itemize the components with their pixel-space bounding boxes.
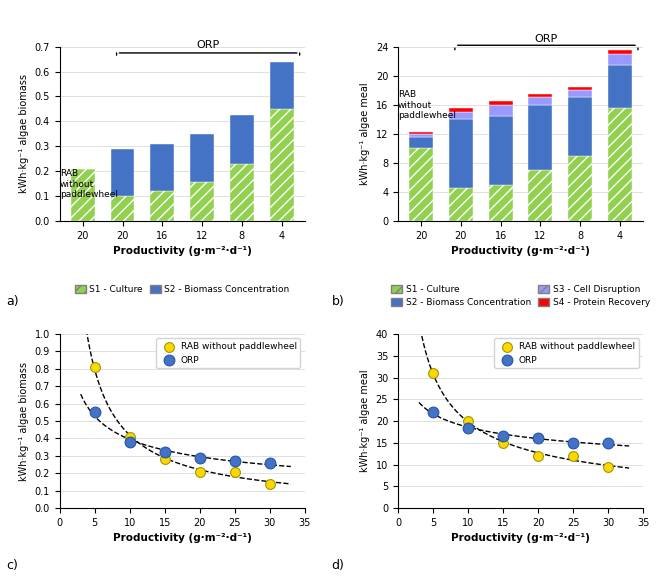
Point [568,438,578,447]
Bar [489,116,512,185]
Bar [608,65,632,109]
Point [229,467,240,476]
Bar [270,62,294,109]
Bar [409,134,433,137]
Bar [449,119,473,188]
Bar [528,98,552,105]
Text: RAB
without
paddlewheel: RAB without paddlewheel [398,91,456,120]
Bar [568,98,592,155]
Point [265,458,275,467]
Bar [230,164,254,221]
Bar [489,101,512,105]
Bar [270,109,294,221]
X-axis label: Productivity (g·m⁻²·d⁻¹): Productivity (g·m⁻²·d⁻¹) [451,533,590,543]
Bar [190,182,214,221]
Point [463,423,473,432]
Text: a): a) [7,295,19,308]
Text: d): d) [332,559,344,572]
Point [229,457,240,466]
Point [194,453,205,463]
Text: ORP: ORP [196,40,219,50]
Bar [528,105,552,170]
Point [463,416,473,426]
Bar [449,112,473,119]
X-axis label: Productivity (g·m⁻²·d⁻¹): Productivity (g·m⁻²·d⁻¹) [113,246,252,256]
Point [159,455,170,464]
Point [194,467,205,476]
Bar [489,185,512,221]
Point [90,408,100,417]
Legend: RAB without paddlewheel, ORP: RAB without paddlewheel, ORP [495,339,638,369]
Text: c): c) [7,559,19,572]
Bar [111,149,135,196]
Bar [230,115,254,164]
X-axis label: Productivity (g·m⁻²·d⁻¹): Productivity (g·m⁻²·d⁻¹) [451,246,590,256]
Point [159,448,170,457]
Point [498,438,509,447]
Text: RAB
without
paddlewheel: RAB without paddlewheel [60,169,117,199]
Point [428,408,438,417]
Legend: S1 - Culture, S2 - Biomass Concentration: S1 - Culture, S2 - Biomass Concentration [71,281,293,297]
Bar [608,50,632,54]
Bar [608,109,632,221]
Y-axis label: kWh·kg⁻¹ algae biomass: kWh·kg⁻¹ algae biomass [19,361,29,481]
X-axis label: Productivity (g·m⁻²·d⁻¹): Productivity (g·m⁻²·d⁻¹) [113,533,252,543]
Bar [449,109,473,112]
Bar [71,169,95,221]
Y-axis label: kWh·kg⁻¹ algae biomass: kWh·kg⁻¹ algae biomass [19,74,29,193]
Point [603,438,613,447]
Bar [489,105,512,116]
Bar [409,131,433,134]
Point [428,369,438,378]
Text: b): b) [332,295,344,308]
Bar [151,144,174,191]
Bar [528,94,552,98]
Point [498,432,509,441]
Legend: S1 - Culture, S2 - Biomass Concentration, S3 - Cell Disruption, S4 - Protein Rec: S1 - Culture, S2 - Biomass Concentration… [388,281,654,311]
Point [125,437,135,447]
Point [533,434,544,443]
Point [90,363,100,372]
Bar [409,137,433,148]
Point [125,432,135,442]
Y-axis label: kWh·kg⁻¹ algae meal: kWh·kg⁻¹ algae meal [360,370,370,472]
Bar [568,155,592,221]
Bar [608,54,632,65]
Legend: RAB without paddlewheel, ORP: RAB without paddlewheel, ORP [156,339,300,369]
Bar [111,196,135,221]
Bar [528,170,552,221]
Bar [568,86,592,91]
Point [568,451,578,461]
Bar [568,91,592,98]
Y-axis label: kWh·kg⁻¹ algae meal: kWh·kg⁻¹ algae meal [360,82,371,185]
Point [603,462,613,471]
Bar [449,188,473,221]
Bar [409,148,433,221]
Point [265,479,275,488]
Bar [190,134,214,182]
Text: ORP: ORP [535,34,558,44]
Point [533,451,544,461]
Bar [151,191,174,221]
